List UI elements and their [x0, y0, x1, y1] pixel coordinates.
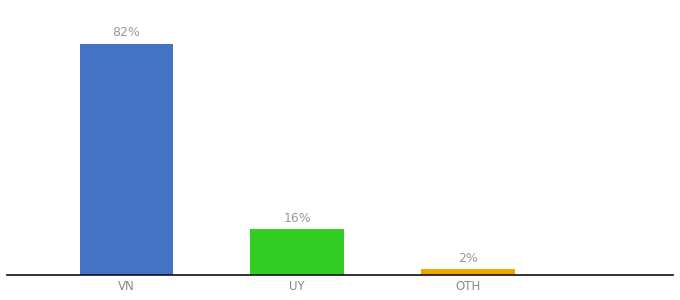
Text: 16%: 16% [284, 212, 311, 225]
Text: 2%: 2% [458, 252, 478, 265]
Text: 82%: 82% [113, 26, 141, 39]
Bar [80, 44, 173, 274]
Bar [250, 230, 344, 274]
Bar [421, 269, 515, 274]
